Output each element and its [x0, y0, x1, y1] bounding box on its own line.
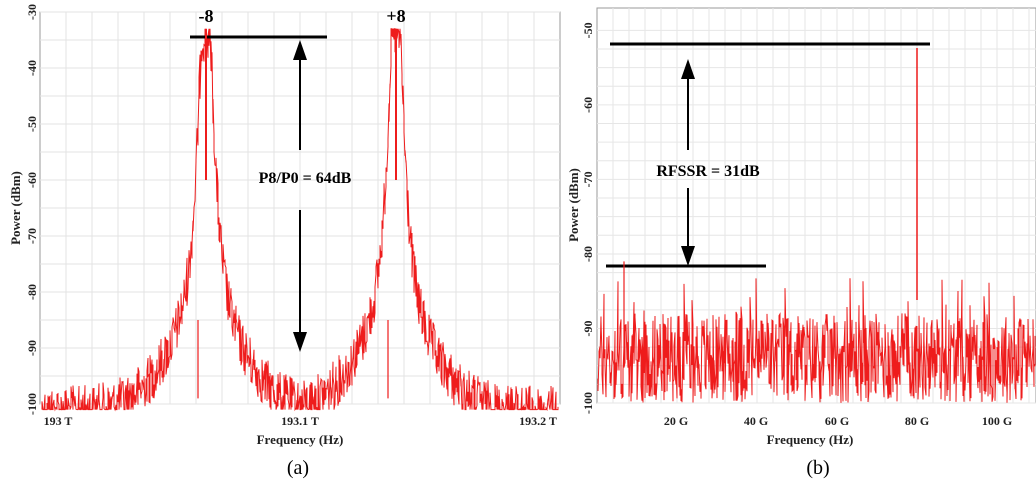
x-tick-label: 193.2 T	[519, 414, 557, 428]
y-tick-label: -50	[25, 116, 39, 132]
y-tick-label: -100	[25, 393, 39, 415]
panel-a-x-axis-label: Frequency (Hz)	[257, 432, 344, 447]
y-tick-label: -60	[25, 172, 39, 188]
panel-a-peak-label-minus8: -8	[199, 6, 214, 26]
panel-a-caption: (a)	[287, 457, 309, 479]
panel-a-spectrum-trace	[41, 28, 559, 412]
y-tick-label: -40	[25, 60, 39, 76]
panel-b-x-ticks: 20 G 40 G 60 G 80 G 100 G	[664, 414, 1012, 428]
panel-b-arrow-up-head	[681, 59, 695, 79]
y-tick-label: -80	[25, 284, 39, 300]
y-tick-label: -80	[581, 246, 595, 262]
panel-a-x-ticks: 193 T 193.1 T 193.2 T	[44, 414, 557, 428]
panel-a: -30-40-50-60-70-80-90-100 193 T 193.1 T 19…	[8, 4, 561, 479]
panel-a-y-axis-label: Power (dBm)	[8, 171, 23, 245]
y-tick-label: -100	[581, 392, 595, 414]
x-tick-label: 80 G	[905, 414, 929, 428]
x-tick-label: 193 T	[44, 414, 73, 428]
y-tick-label: -70	[581, 171, 595, 187]
panel-b: -50 -60 -70 -80 -90 -100 20 G 40 G 60 G 80 G 100 …	[566, 7, 1036, 479]
panel-a-peak-label-plus8: +8	[386, 6, 405, 26]
panel-b-y-axis-label: Power (dBm)	[566, 168, 581, 242]
x-tick-label: 100 G	[982, 414, 1012, 428]
panel-b-caption: (b)	[806, 457, 829, 479]
panel-a-arrow-up-head	[293, 40, 307, 60]
panel-b-spectrum-trace	[597, 278, 1036, 403]
panel-a-y-ticks: -30 -40 -50 -60 -70 -80 -90 -100	[25, 4, 39, 415]
x-tick-label: 193.1 T	[281, 414, 319, 428]
y-tick-label: -50	[581, 22, 595, 38]
x-tick-label: 20 G	[664, 414, 688, 428]
y-tick-label: -90	[581, 320, 595, 336]
x-tick-label: 60 G	[825, 414, 849, 428]
y-tick-label: -30	[25, 4, 39, 20]
y-tick-label: -70	[25, 228, 39, 244]
y-tick-label: -90	[25, 340, 39, 356]
panel-a-arrow-down-head	[293, 332, 307, 352]
y-tick-label: -60	[581, 97, 595, 113]
x-tick-label: 40 G	[744, 414, 768, 428]
panel-b-rfssr-annotation: RFSSR = 31dB	[656, 163, 760, 180]
panel-b-y-ticks: -50 -60 -70 -80 -90 -100	[581, 22, 595, 414]
panel-a-ratio-annotation: P8/P0 = 64dB	[259, 170, 352, 187]
panel-b-arrow-down-head	[681, 246, 695, 266]
panel-b-x-axis-label: Frequency (Hz)	[767, 432, 854, 447]
